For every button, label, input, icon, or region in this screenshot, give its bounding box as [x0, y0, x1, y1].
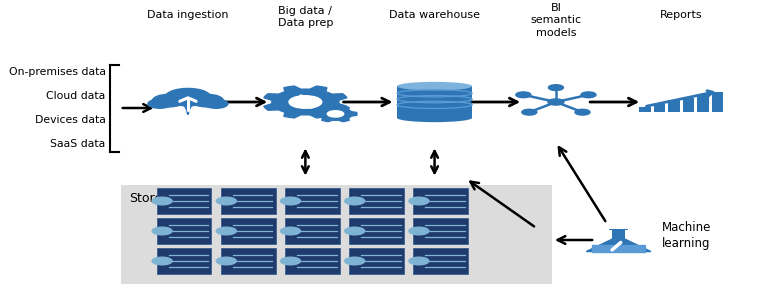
Bar [221, 218, 276, 244]
Ellipse shape [397, 113, 472, 122]
Bar [683, 98, 695, 112]
Bar [221, 248, 276, 274]
Circle shape [153, 94, 186, 107]
Text: Data warehouse: Data warehouse [389, 11, 480, 20]
Text: Machine
learning: Machine learning [662, 221, 711, 250]
Circle shape [190, 94, 223, 107]
Text: SaaS data: SaaS data [50, 139, 106, 149]
Text: Store: Store [129, 192, 162, 205]
Circle shape [516, 92, 531, 98]
Text: Data ingestion: Data ingestion [147, 11, 229, 20]
Circle shape [152, 227, 172, 235]
Circle shape [289, 96, 322, 108]
Circle shape [152, 197, 172, 205]
Polygon shape [586, 239, 651, 251]
Bar [712, 92, 723, 112]
Circle shape [216, 227, 236, 235]
Circle shape [216, 197, 236, 205]
Ellipse shape [397, 82, 472, 91]
Circle shape [521, 109, 537, 115]
Bar [349, 188, 404, 214]
Polygon shape [314, 106, 357, 122]
Bar [349, 218, 404, 244]
Circle shape [575, 109, 590, 115]
Bar [157, 218, 211, 244]
Bar [639, 107, 651, 112]
Bar [221, 188, 276, 214]
Circle shape [152, 257, 172, 265]
Circle shape [327, 111, 344, 117]
Bar [413, 218, 468, 244]
Bar [157, 248, 211, 274]
Polygon shape [264, 86, 347, 118]
Bar [285, 218, 340, 244]
Text: BI
semantic
models: BI semantic models [530, 3, 582, 38]
Text: Cloud data: Cloud data [46, 91, 106, 101]
Bar [697, 94, 709, 112]
Bar [285, 188, 340, 214]
Bar [413, 248, 468, 274]
Circle shape [409, 197, 429, 205]
Text: Big data /
Data prep: Big data / Data prep [278, 6, 333, 28]
Circle shape [548, 85, 564, 91]
Bar [160, 100, 216, 105]
Circle shape [345, 227, 365, 235]
Circle shape [581, 92, 596, 98]
Polygon shape [592, 244, 645, 251]
Circle shape [165, 88, 211, 106]
Circle shape [216, 257, 236, 265]
Bar [668, 100, 680, 112]
Circle shape [280, 257, 301, 265]
Circle shape [280, 227, 301, 235]
Bar [612, 230, 625, 239]
Bar [397, 86, 472, 118]
Text: On-premises data: On-premises data [9, 67, 106, 77]
Circle shape [409, 257, 429, 265]
Circle shape [280, 197, 301, 205]
Bar [413, 188, 468, 214]
Circle shape [345, 257, 365, 265]
Bar [654, 103, 666, 112]
Circle shape [148, 99, 171, 108]
Bar [608, 229, 629, 230]
FancyBboxPatch shape [121, 184, 552, 284]
Bar [349, 248, 404, 274]
Bar [285, 248, 340, 274]
Circle shape [204, 99, 228, 108]
Circle shape [345, 197, 365, 205]
Text: Reports: Reports [660, 11, 702, 20]
Bar [157, 188, 211, 214]
Text: Devices data: Devices data [34, 115, 106, 125]
Circle shape [409, 227, 429, 235]
Circle shape [548, 99, 564, 105]
